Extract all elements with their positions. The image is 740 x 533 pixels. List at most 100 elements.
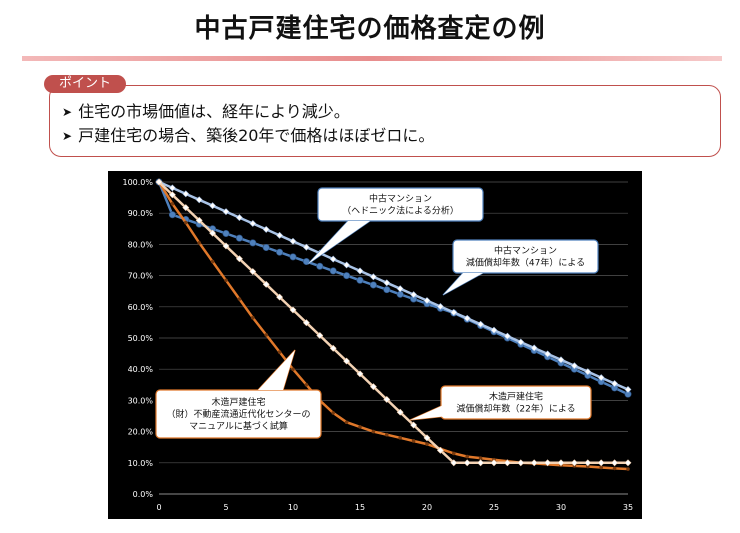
data-point-mansion_hedonic bbox=[316, 262, 324, 270]
data-point-mansion_hedonic bbox=[356, 276, 364, 284]
x-tick-label: 35 bbox=[623, 503, 633, 512]
data-point-wooden_depreciation_22 bbox=[477, 459, 485, 467]
data-point-wooden_manual bbox=[304, 383, 309, 387]
data-point-wooden_depreciation_22 bbox=[155, 178, 163, 186]
x-tick-label: 25 bbox=[489, 503, 499, 512]
data-point-mansion_depreciation_47 bbox=[343, 261, 351, 269]
data-point-mansion_depreciation_47 bbox=[624, 386, 632, 393]
callout-label: 中古マンション bbox=[369, 193, 432, 205]
data-point-wooden_depreciation_22 bbox=[356, 370, 364, 378]
data-point-wooden_depreciation_22 bbox=[436, 446, 444, 454]
data-point-wooden_manual bbox=[344, 420, 349, 425]
data-point-mansion_hedonic bbox=[235, 234, 243, 242]
bullet-2: ➤ 戸建住宅の場合、築後20年で価格はほぼゼロに。 bbox=[62, 122, 434, 146]
data-point-wooden_depreciation_22 bbox=[195, 216, 203, 224]
y-tick-label: 70.0% bbox=[128, 272, 154, 281]
data-point-mansion_depreciation_47 bbox=[195, 196, 203, 204]
callout-pointer-fill bbox=[308, 221, 370, 264]
data-point-mansion_depreciation_47 bbox=[544, 350, 552, 358]
data-point-wooden_manual bbox=[210, 259, 215, 264]
data-point-mansion_depreciation_47 bbox=[570, 362, 578, 370]
x-axis-ticks: 0 5 10 15 20 25 30 35 bbox=[156, 503, 633, 512]
callout-box bbox=[155, 389, 322, 439]
data-point-wooden_depreciation_22 bbox=[222, 242, 230, 250]
y-axis-ticks: 0.0% 10.0% 20.0% 30.0% 40.0% 50.0% 60.0% 70.0% 8… bbox=[122, 178, 153, 499]
data-point-wooden_depreciation_22 bbox=[168, 191, 176, 199]
data-point-wooden_depreciation_22 bbox=[316, 332, 324, 339]
data-point-wooden_manual bbox=[626, 467, 630, 471]
callout-label: 木造戸建住宅 bbox=[211, 396, 265, 408]
data-point-wooden_manual bbox=[224, 278, 228, 283]
data-point-mansion_hedonic bbox=[249, 239, 257, 247]
data-point-mansion_hedonic bbox=[168, 211, 176, 219]
data-point-mansion_depreciation_47 bbox=[597, 374, 605, 382]
chart-background bbox=[108, 171, 642, 519]
callout-label: マニュアルに基づく試算 bbox=[189, 420, 288, 432]
callout-box bbox=[452, 239, 599, 274]
y-tick-label: 60.0% bbox=[128, 303, 154, 312]
data-point-wooden_manual bbox=[599, 465, 603, 470]
callout-label: 木造戸建住宅 bbox=[489, 391, 543, 403]
data-point-mansion_depreciation_47 bbox=[436, 303, 444, 310]
x-tick-label: 10 bbox=[288, 503, 298, 512]
page-title: 中古戸建住宅の価格査定の例 bbox=[194, 14, 546, 44]
callout-label: （財）不動産流通近代化センターの bbox=[166, 408, 310, 420]
bullet-1: ➤ 住宅の市場価値は、経年により減少。 bbox=[62, 98, 350, 122]
callout-pointer-fill bbox=[258, 350, 295, 390]
data-point-mansion_depreciation_47 bbox=[557, 356, 565, 364]
x-tick-label: 5 bbox=[223, 503, 228, 512]
x-tick-label: 0 bbox=[156, 503, 161, 512]
x-tick-label: 20 bbox=[422, 503, 432, 512]
y-tick-label: 30.0% bbox=[128, 396, 154, 405]
data-point-mansion_depreciation_47 bbox=[530, 344, 538, 352]
data-point-wooden_depreciation_22 bbox=[249, 268, 257, 275]
data-point-mansion_depreciation_47 bbox=[369, 273, 377, 281]
data-point-mansion_depreciation_47 bbox=[182, 190, 190, 198]
data-point-wooden_manual bbox=[264, 333, 268, 337]
data-point-wooden_depreciation_22 bbox=[544, 459, 552, 467]
callout-pointer-fill bbox=[410, 403, 448, 420]
data-point-wooden_manual bbox=[452, 451, 456, 456]
y-tick-label: 80.0% bbox=[128, 240, 154, 249]
y-tick-label: 40.0% bbox=[128, 365, 154, 374]
data-point-mansion_depreciation_47 bbox=[410, 291, 418, 299]
y-tick-label: 100.0% bbox=[122, 178, 153, 187]
y-tick-label: 0.0% bbox=[133, 490, 154, 499]
data-point-mansion_hedonic bbox=[383, 286, 391, 294]
data-point-wooden_manual bbox=[170, 202, 175, 206]
arrow-bullet-icon: ➤ bbox=[62, 129, 73, 143]
data-point-wooden_manual bbox=[358, 425, 362, 429]
data-point-wooden_manual bbox=[184, 220, 188, 225]
data-point-mansion_depreciation_47 bbox=[356, 267, 364, 275]
title-underline bbox=[22, 56, 722, 61]
data-point-wooden_depreciation_22 bbox=[490, 459, 498, 467]
data-point-mansion_depreciation_47 bbox=[249, 220, 257, 227]
data-point-wooden_depreciation_22 bbox=[624, 459, 632, 467]
data-point-wooden_manual bbox=[398, 436, 403, 440]
data-point-wooden_depreciation_22 bbox=[209, 229, 217, 237]
data-point-wooden_depreciation_22 bbox=[557, 459, 565, 467]
data-point-wooden_manual bbox=[251, 315, 255, 320]
y-tick-label: 20.0% bbox=[128, 428, 154, 437]
data-point-mansion_depreciation_47 bbox=[396, 285, 404, 293]
data-point-mansion_hedonic bbox=[329, 267, 337, 275]
y-tick-label: 50.0% bbox=[128, 334, 154, 343]
data-point-mansion_hedonic bbox=[276, 248, 284, 256]
arrow-bullet-icon: ➤ bbox=[62, 105, 73, 119]
data-point-wooden_depreciation_22 bbox=[503, 459, 511, 467]
data-point-wooden_depreciation_22 bbox=[530, 459, 538, 467]
data-point-mansion_depreciation_47 bbox=[490, 326, 498, 334]
data-point-wooden_depreciation_22 bbox=[182, 204, 190, 212]
data-point-mansion_depreciation_47 bbox=[383, 279, 391, 287]
callout-label: （ヘドニック法による分析） bbox=[342, 205, 459, 217]
data-point-wooden_depreciation_22 bbox=[276, 293, 284, 301]
callout-label: 減価償却年数（22年）による bbox=[456, 403, 575, 415]
x-tick-label: 15 bbox=[355, 503, 365, 512]
data-point-wooden_depreciation_22 bbox=[410, 421, 418, 429]
data-point-wooden_depreciation_22 bbox=[597, 459, 605, 467]
data-point-wooden_depreciation_22 bbox=[343, 357, 351, 365]
callout-label: 減価償却年数（47年）による bbox=[466, 257, 585, 269]
data-point-wooden_depreciation_22 bbox=[570, 459, 578, 467]
data-point-wooden_depreciation_22 bbox=[450, 459, 458, 467]
data-point-wooden_depreciation_22 bbox=[423, 434, 431, 442]
